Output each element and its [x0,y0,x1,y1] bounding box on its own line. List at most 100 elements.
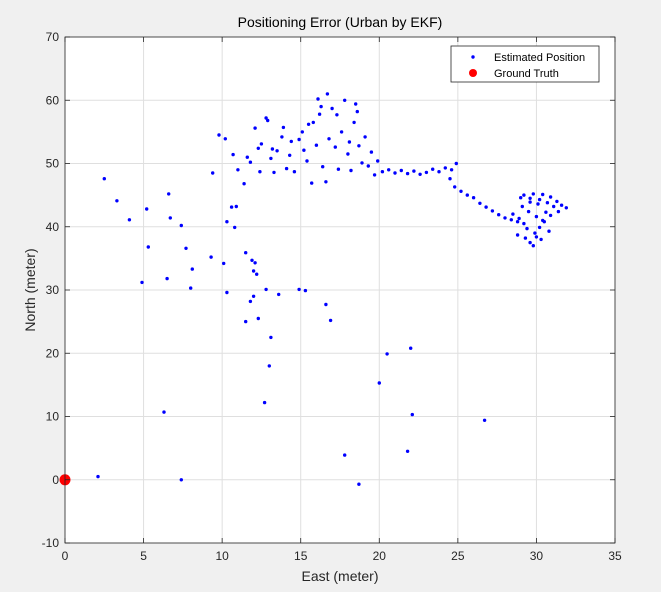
estimated-position-point [511,212,515,216]
estimated-position-point [537,197,542,202]
estimated-position-point [264,287,268,292]
estimated-position-point [223,137,227,141]
x-tick-label: 5 [140,549,147,563]
estimated-position-point [360,161,364,165]
estimated-position-point [314,143,319,147]
estimated-position-point [146,245,150,249]
estimated-position-point [349,168,353,173]
y-tick-label: 70 [46,30,60,44]
x-tick-label: 10 [215,549,229,563]
estimated-position-point [405,171,410,176]
estimated-position-point [225,220,229,224]
estimated-position-point [272,170,276,175]
y-tick-label: 20 [46,346,60,360]
estimated-position-point [267,364,271,368]
estimated-position-point [405,449,410,453]
estimated-position-point [385,352,389,356]
estimated-position-point [251,269,256,273]
estimated-position-point [328,318,333,323]
estimated-position-point [387,168,391,172]
estimated-position-point [336,167,341,171]
y-tick-label: 30 [46,283,60,297]
estimated-position-point [418,172,422,176]
y-tick-label: 10 [46,410,60,424]
estimated-position-point [556,209,561,214]
estimated-position-point [222,261,226,266]
estimated-position-point [264,116,268,120]
estimated-position-point [531,244,535,248]
estimated-position-point [372,173,377,177]
estimated-position-point [409,346,413,350]
estimated-position-point [533,231,537,235]
estimated-position-point [253,126,257,130]
estimated-position-point [234,204,238,209]
estimated-position-point [519,196,523,200]
estimated-position-point [217,133,221,137]
estimated-position-point [270,147,275,151]
estimated-position-point [443,166,447,170]
estimated-position-point [377,381,381,385]
estimated-position-point [244,251,248,255]
legend[interactable]: Estimated Position Ground Truth [450,45,600,83]
estimated-position-point [471,196,476,200]
x-tick-label: 30 [530,549,544,563]
estimated-position-point [357,144,361,148]
estimated-position-point [179,223,183,228]
estimated-position-point [189,286,193,290]
estimated-position-point [559,203,564,207]
legend-box [450,45,600,83]
estimated-position-point [393,171,397,175]
estimated-position-point [258,170,262,174]
estimated-position-point [528,200,532,204]
estimated-position-point [380,170,385,174]
estimated-position-point [96,474,100,479]
estimated-position-point [302,148,306,152]
y-axis-label: North (meter) [22,248,38,331]
estimated-position-point [190,267,194,271]
estimated-position-point [321,165,325,169]
estimated-position-point [167,192,171,196]
estimated-position-point [542,220,546,224]
x-tick-label: 0 [62,549,69,563]
estimated-position-point [288,153,292,157]
estimated-position-point [324,302,328,307]
x-tick-label: 20 [373,549,387,563]
y-tick-label: 40 [46,220,60,234]
estimated-position-point [251,294,256,298]
estimated-position-point [231,152,235,157]
estimated-position-point [548,195,553,199]
estimated-position-point [509,218,513,222]
estimated-position-point [303,288,308,293]
estimated-position-point [236,168,240,172]
estimated-position-point [253,261,257,265]
estimated-position-point [165,276,169,281]
estimated-position-point [482,418,487,422]
estimated-position-point [531,192,535,196]
estimated-position-point [269,335,273,340]
estimated-position-point [354,102,358,106]
y-tick-label: 0 [52,473,59,487]
estimated-position-point [292,170,297,174]
estimated-position-point [525,226,529,231]
estimated-position-point [544,210,548,214]
estimated-position-point [102,177,107,181]
estimated-position-point [343,98,347,103]
estimated-position-point [162,410,166,414]
estimated-position-point [552,204,556,209]
estimated-position-point [490,209,495,213]
estimated-position-point [478,201,482,205]
legend-label-estimated-position: Estimated Position [494,52,585,64]
estimated-position-point [520,204,524,209]
estimated-position-point [541,192,545,197]
chart-title: Positioning Error (Urban by EKF) [238,14,443,30]
estimated-position-point [316,97,320,101]
estimated-position-point [277,292,281,297]
estimated-position-point [115,199,119,203]
estimated-position-point [335,113,339,117]
estimated-position-point [449,168,454,172]
legend-label-ground-truth: Ground Truth [494,68,559,80]
estimated-position-point [431,167,435,171]
estimated-position-point [297,137,301,142]
